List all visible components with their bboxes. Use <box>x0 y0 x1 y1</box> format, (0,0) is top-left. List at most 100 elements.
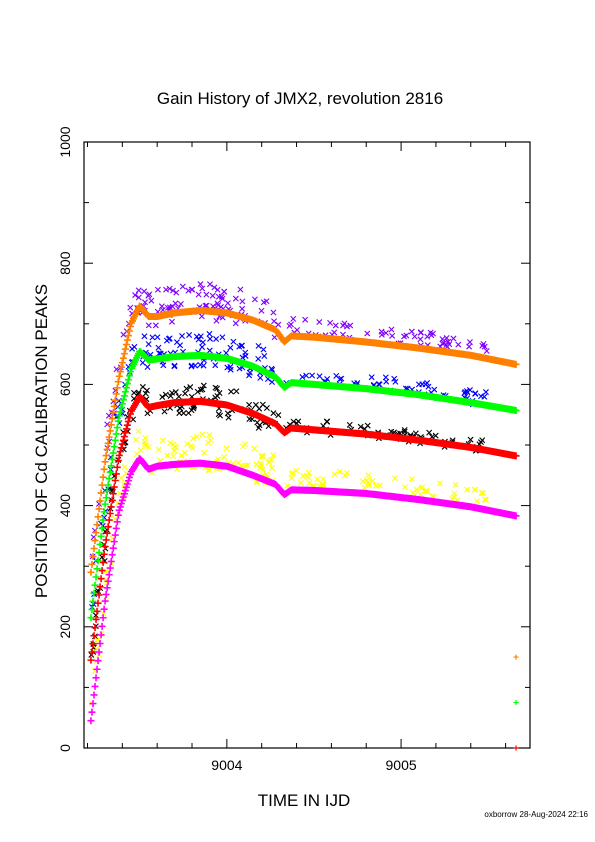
scatter-point <box>163 286 170 293</box>
scatter-point <box>257 374 264 381</box>
fit-point <box>87 614 95 622</box>
fit-point <box>110 483 118 491</box>
scatter-point <box>179 333 186 339</box>
fit-point <box>88 606 96 614</box>
scatter-point <box>230 338 237 345</box>
fit-point <box>109 490 117 498</box>
fit-point <box>92 615 100 623</box>
fit-point <box>95 505 103 513</box>
fit-point <box>118 359 126 367</box>
fit-point <box>103 445 111 453</box>
scatter-point <box>166 285 173 292</box>
fit-point <box>100 605 108 613</box>
scatter-point <box>224 300 231 307</box>
scatter-point <box>372 482 379 489</box>
scatter-point <box>324 418 331 425</box>
scatter-point <box>316 319 323 326</box>
scatter-point <box>197 333 204 340</box>
fit-point <box>93 607 101 615</box>
scatter-point <box>199 386 206 393</box>
scatter-point <box>426 429 433 436</box>
outlier-layer <box>513 654 519 751</box>
fit-point <box>90 544 98 552</box>
scatter-point <box>207 335 214 342</box>
scatter-point <box>303 372 310 379</box>
fit-point <box>89 700 97 708</box>
scatter-point <box>290 315 297 322</box>
scatter-point <box>287 321 294 328</box>
scatter-point <box>141 333 148 340</box>
fit-point <box>111 436 119 444</box>
fit-point <box>107 462 115 470</box>
fit-point <box>92 573 100 581</box>
scatter-point <box>173 289 180 296</box>
scatter-point <box>366 482 373 489</box>
scatter-point <box>237 286 244 293</box>
scatter-point <box>239 305 246 312</box>
scatter-point <box>217 412 224 419</box>
fit-point <box>97 631 105 639</box>
scatter-point <box>187 384 194 391</box>
scatter-point <box>417 329 424 336</box>
outlier-marker <box>513 699 519 706</box>
scatter-point <box>382 374 389 381</box>
scatter-point <box>359 478 366 485</box>
scatter-point <box>145 322 152 329</box>
scatter-point <box>139 359 146 366</box>
scatter-point <box>200 382 207 389</box>
scatter-point <box>206 281 213 288</box>
scatter-point <box>168 318 175 325</box>
scatter-point <box>482 497 489 504</box>
scatter-point <box>199 431 206 438</box>
scatter-point <box>299 374 306 381</box>
fit-point <box>108 455 116 463</box>
scatter-point <box>176 410 183 417</box>
scatter-point <box>206 467 213 474</box>
scatter-point <box>206 330 213 337</box>
fit-point <box>95 591 103 599</box>
fit-point <box>106 468 114 476</box>
fit-point <box>123 480 131 488</box>
fit-point <box>109 544 117 552</box>
fit-point <box>107 557 115 565</box>
fit-point <box>124 376 132 384</box>
fit-point <box>121 345 129 353</box>
fit-point <box>91 624 99 632</box>
fit-point <box>102 452 110 460</box>
fit-point <box>106 564 114 572</box>
scatter-point <box>437 480 444 487</box>
scatter-point <box>152 322 159 329</box>
scatter-point <box>142 434 149 441</box>
scatter-point <box>260 453 267 460</box>
scatter-point <box>155 446 162 453</box>
scatter-point <box>203 302 210 309</box>
scatter-point <box>195 336 202 343</box>
fit-point <box>124 417 132 425</box>
scatter-point <box>257 460 264 467</box>
scatter-point <box>193 433 200 440</box>
scatter-point <box>270 410 277 417</box>
fit-point <box>117 363 125 371</box>
scatter-point <box>223 445 230 452</box>
scatter-point <box>145 444 152 451</box>
scatter-point <box>135 287 142 294</box>
fit-point <box>117 444 125 452</box>
fit-series <box>87 393 520 664</box>
scatter-point <box>365 472 372 479</box>
scatter-point <box>255 342 262 349</box>
scatter-point <box>181 450 188 456</box>
scatter-point <box>401 426 408 433</box>
scatter-point <box>121 464 128 471</box>
scatter-point <box>256 405 263 412</box>
scatter-point <box>93 645 100 652</box>
fit-point <box>98 567 106 575</box>
fit-point <box>105 475 113 483</box>
scatter-point <box>219 295 226 302</box>
scatter-point <box>137 447 144 454</box>
fit-point <box>100 465 108 473</box>
fit-point <box>112 430 120 438</box>
scatter-point <box>225 414 232 421</box>
scatter-point <box>340 322 347 329</box>
fit-point <box>118 440 126 448</box>
fit-point <box>512 512 520 520</box>
